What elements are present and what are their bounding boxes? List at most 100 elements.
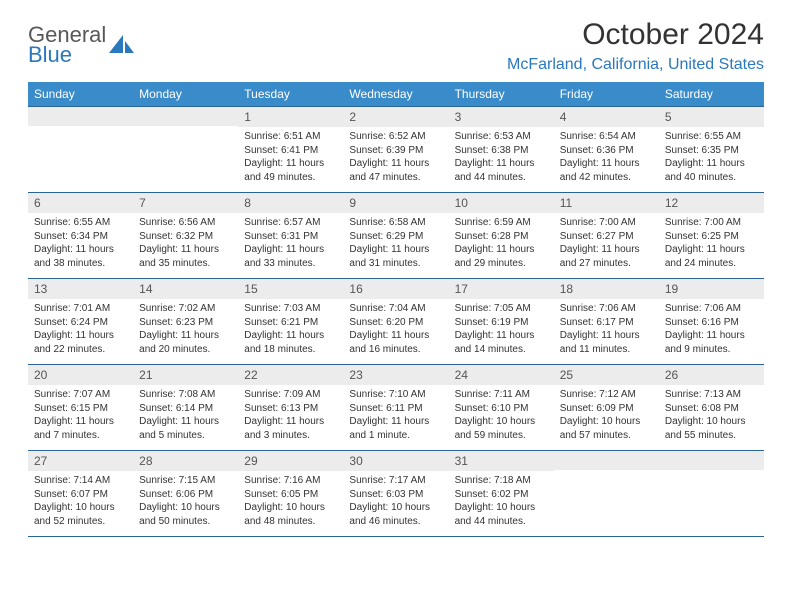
dow-monday: Monday (133, 82, 238, 107)
daylight-text: Daylight: 10 hours and 48 minutes. (244, 501, 337, 528)
day-cell (28, 107, 133, 193)
day-content: Sunrise: 6:56 AMSunset: 6:32 PMDaylight:… (133, 213, 238, 278)
day-content: Sunrise: 6:55 AMSunset: 6:34 PMDaylight:… (28, 213, 133, 278)
location: McFarland, California, United States (507, 56, 764, 74)
day-number: 5 (659, 107, 764, 127)
brand-line2: Blue (28, 44, 106, 66)
sunrise-text: Sunrise: 7:12 AM (560, 388, 653, 402)
daylight-text: Daylight: 11 hours and 29 minutes. (455, 243, 548, 270)
calendar-weeks: 1Sunrise: 6:51 AMSunset: 6:41 PMDaylight… (28, 107, 764, 537)
week-row: 27Sunrise: 7:14 AMSunset: 6:07 PMDayligh… (28, 451, 764, 537)
day-cell: 3Sunrise: 6:53 AMSunset: 6:38 PMDaylight… (449, 107, 554, 193)
sunset-text: Sunset: 6:15 PM (34, 402, 127, 416)
day-content: Sunrise: 7:15 AMSunset: 6:06 PMDaylight:… (133, 471, 238, 536)
header: General Blue October 2024 McFarland, Cal… (28, 18, 764, 74)
brand-text: General Blue (28, 24, 106, 66)
sunset-text: Sunset: 6:16 PM (665, 316, 758, 330)
sunset-text: Sunset: 6:06 PM (139, 488, 232, 502)
day-cell: 20Sunrise: 7:07 AMSunset: 6:15 PMDayligh… (28, 365, 133, 451)
day-number (554, 451, 659, 470)
day-number: 17 (449, 279, 554, 299)
brand-logo: General Blue (28, 24, 135, 66)
day-number: 11 (554, 193, 659, 213)
day-cell: 18Sunrise: 7:06 AMSunset: 6:17 PMDayligh… (554, 279, 659, 365)
sunrise-text: Sunrise: 7:05 AM (455, 302, 548, 316)
day-number: 3 (449, 107, 554, 127)
day-number: 20 (28, 365, 133, 385)
daylight-text: Daylight: 10 hours and 55 minutes. (665, 415, 758, 442)
sunset-text: Sunset: 6:09 PM (560, 402, 653, 416)
sunrise-text: Sunrise: 7:13 AM (665, 388, 758, 402)
sunset-text: Sunset: 6:10 PM (455, 402, 548, 416)
dow-wednesday: Wednesday (343, 82, 448, 107)
day-cell: 24Sunrise: 7:11 AMSunset: 6:10 PMDayligh… (449, 365, 554, 451)
day-content: Sunrise: 7:14 AMSunset: 6:07 PMDaylight:… (28, 471, 133, 536)
day-number: 13 (28, 279, 133, 299)
sunset-text: Sunset: 6:41 PM (244, 144, 337, 158)
daylight-text: Daylight: 10 hours and 50 minutes. (139, 501, 232, 528)
week-row: 6Sunrise: 6:55 AMSunset: 6:34 PMDaylight… (28, 193, 764, 279)
sunset-text: Sunset: 6:11 PM (349, 402, 442, 416)
day-cell: 16Sunrise: 7:04 AMSunset: 6:20 PMDayligh… (343, 279, 448, 365)
day-cell: 1Sunrise: 6:51 AMSunset: 6:41 PMDaylight… (238, 107, 343, 193)
sunset-text: Sunset: 6:34 PM (34, 230, 127, 244)
daylight-text: Daylight: 11 hours and 22 minutes. (34, 329, 127, 356)
day-content: Sunrise: 6:51 AMSunset: 6:41 PMDaylight:… (238, 127, 343, 192)
title-block: October 2024 McFarland, California, Unit… (507, 18, 764, 74)
day-content: Sunrise: 7:16 AMSunset: 6:05 PMDaylight:… (238, 471, 343, 536)
sunrise-text: Sunrise: 6:54 AM (560, 130, 653, 144)
day-cell: 8Sunrise: 6:57 AMSunset: 6:31 PMDaylight… (238, 193, 343, 279)
sunset-text: Sunset: 6:27 PM (560, 230, 653, 244)
day-cell: 29Sunrise: 7:16 AMSunset: 6:05 PMDayligh… (238, 451, 343, 537)
daylight-text: Daylight: 10 hours and 46 minutes. (349, 501, 442, 528)
sunrise-text: Sunrise: 7:00 AM (560, 216, 653, 230)
daylight-text: Daylight: 11 hours and 35 minutes. (139, 243, 232, 270)
day-number: 19 (659, 279, 764, 299)
day-number: 16 (343, 279, 448, 299)
sunset-text: Sunset: 6:08 PM (665, 402, 758, 416)
sunrise-text: Sunrise: 7:10 AM (349, 388, 442, 402)
sunset-text: Sunset: 6:02 PM (455, 488, 548, 502)
sunrise-text: Sunrise: 7:08 AM (139, 388, 232, 402)
day-number: 1 (238, 107, 343, 127)
day-content: Sunrise: 7:00 AMSunset: 6:27 PMDaylight:… (554, 213, 659, 278)
sunrise-text: Sunrise: 7:16 AM (244, 474, 337, 488)
day-content: Sunrise: 7:08 AMSunset: 6:14 PMDaylight:… (133, 385, 238, 450)
day-number: 24 (449, 365, 554, 385)
day-of-week-row: Sunday Monday Tuesday Wednesday Thursday… (28, 82, 764, 107)
daylight-text: Daylight: 11 hours and 18 minutes. (244, 329, 337, 356)
sunrise-text: Sunrise: 6:51 AM (244, 130, 337, 144)
daylight-text: Daylight: 10 hours and 44 minutes. (455, 501, 548, 528)
sunset-text: Sunset: 6:39 PM (349, 144, 442, 158)
day-content: Sunrise: 7:02 AMSunset: 6:23 PMDaylight:… (133, 299, 238, 364)
sunrise-text: Sunrise: 6:59 AM (455, 216, 548, 230)
day-number: 8 (238, 193, 343, 213)
sunset-text: Sunset: 6:07 PM (34, 488, 127, 502)
day-number: 25 (554, 365, 659, 385)
day-content: Sunrise: 6:52 AMSunset: 6:39 PMDaylight:… (343, 127, 448, 192)
day-number: 28 (133, 451, 238, 471)
sunset-text: Sunset: 6:20 PM (349, 316, 442, 330)
day-cell: 21Sunrise: 7:08 AMSunset: 6:14 PMDayligh… (133, 365, 238, 451)
daylight-text: Daylight: 11 hours and 5 minutes. (139, 415, 232, 442)
day-content: Sunrise: 7:17 AMSunset: 6:03 PMDaylight:… (343, 471, 448, 536)
day-content: Sunrise: 7:18 AMSunset: 6:02 PMDaylight:… (449, 471, 554, 536)
day-content: Sunrise: 6:55 AMSunset: 6:35 PMDaylight:… (659, 127, 764, 192)
day-number: 22 (238, 365, 343, 385)
sunset-text: Sunset: 6:32 PM (139, 230, 232, 244)
sunrise-text: Sunrise: 7:11 AM (455, 388, 548, 402)
daylight-text: Daylight: 11 hours and 40 minutes. (665, 157, 758, 184)
dow-thursday: Thursday (449, 82, 554, 107)
dow-sunday: Sunday (28, 82, 133, 107)
day-content: Sunrise: 7:01 AMSunset: 6:24 PMDaylight:… (28, 299, 133, 364)
day-content (133, 126, 238, 184)
calendar-page: General Blue October 2024 McFarland, Cal… (0, 0, 792, 555)
sunrise-text: Sunrise: 6:57 AM (244, 216, 337, 230)
daylight-text: Daylight: 10 hours and 52 minutes. (34, 501, 127, 528)
daylight-text: Daylight: 11 hours and 11 minutes. (560, 329, 653, 356)
daylight-text: Daylight: 11 hours and 14 minutes. (455, 329, 548, 356)
day-number: 26 (659, 365, 764, 385)
daylight-text: Daylight: 11 hours and 33 minutes. (244, 243, 337, 270)
day-cell: 17Sunrise: 7:05 AMSunset: 6:19 PMDayligh… (449, 279, 554, 365)
sunrise-text: Sunrise: 6:56 AM (139, 216, 232, 230)
